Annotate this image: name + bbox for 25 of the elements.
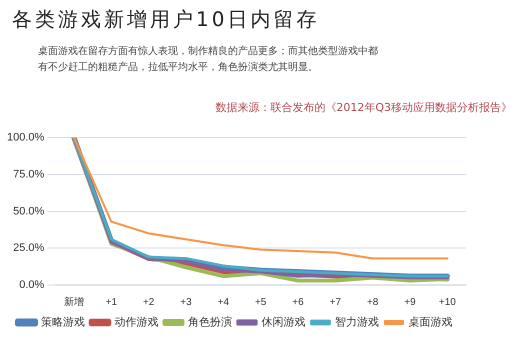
- x-tick-label: +4: [218, 296, 230, 308]
- legend-label: 休闲游戏: [262, 315, 306, 328]
- x-tick-label: +1: [106, 296, 118, 308]
- x-tick-label: +9: [404, 296, 416, 308]
- x-tick-label: +5: [254, 296, 267, 308]
- x-tick-label: 新增: [64, 296, 84, 308]
- legend-label: 桌面游戏: [408, 315, 452, 328]
- chart-title: 各类游戏新增用户10日内留存: [12, 6, 320, 33]
- chart-subtitle: 桌面游戏在留存方面有惊人表现，制作精良的产品更多；而其他类型游戏中都有不少赶工的粗糙产品，拉低平均水平，角色扮演类尤其明显。: [38, 44, 378, 75]
- legend-label: 智力游戏: [335, 315, 379, 328]
- y-tick-label: 25.0%: [13, 242, 45, 254]
- y-tick-label: 50.0%: [13, 205, 45, 218]
- x-tick-label: +8: [366, 296, 379, 308]
- x-tick-label: +10: [438, 296, 456, 308]
- source-note: 数据来源：联合发布的《2012年Q3移动应用数据分析报告》: [215, 100, 512, 115]
- y-tick-label: 100.0%: [6, 132, 45, 144]
- x-tick-label: +6: [292, 296, 304, 308]
- legend-label: 角色扮演: [188, 315, 232, 328]
- x-tick-label: +3: [180, 296, 192, 308]
- x-tick-label: +2: [142, 296, 155, 308]
- y-tick-label: 75.0%: [13, 168, 45, 180]
- x-tick-label: +7: [330, 296, 342, 308]
- legend-label: 策略游戏: [41, 315, 85, 328]
- y-tick-label: 0.0%: [19, 279, 45, 292]
- legend-label: 动作游戏: [114, 315, 158, 328]
